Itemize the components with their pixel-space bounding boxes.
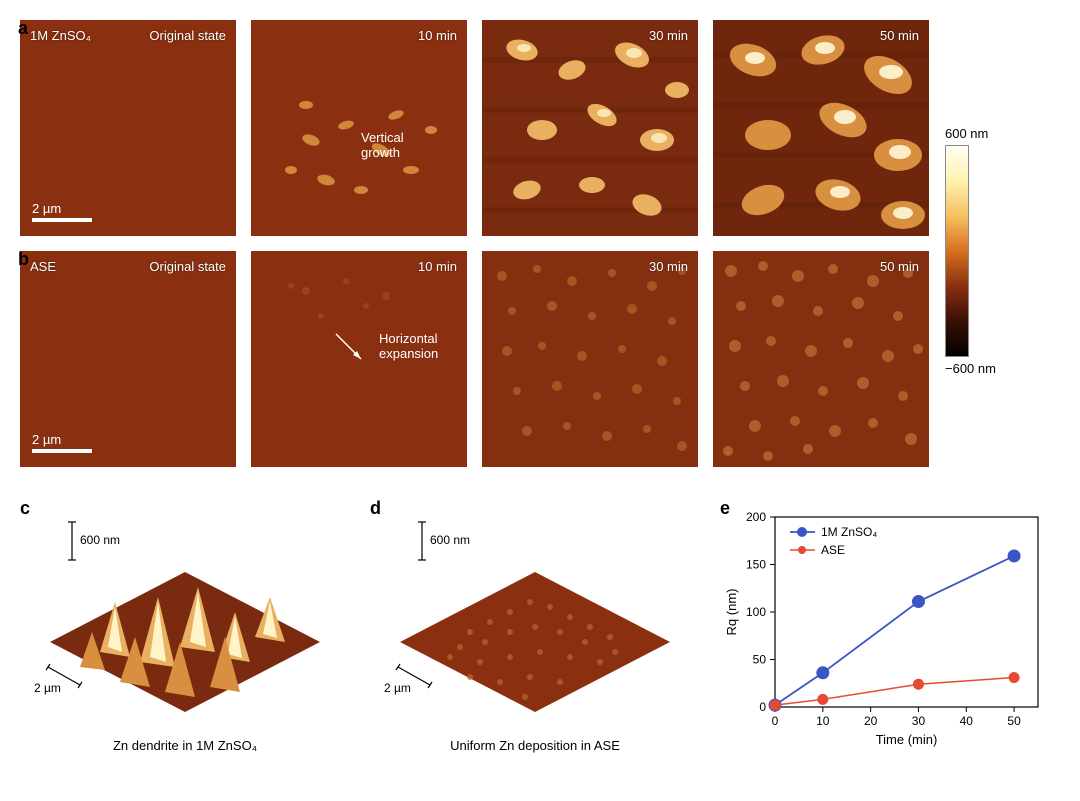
svg-text:100: 100: [746, 605, 766, 619]
bottom-row: c 600 nm: [20, 502, 1060, 753]
panel-label-e: e: [720, 498, 730, 519]
row-b: b ASE Original state 2 µm: [20, 251, 930, 467]
colorbar: 600 nm −600 nm: [945, 20, 1055, 482]
afm-b-50min: 50 min: [713, 251, 929, 467]
scalebar-text: 2 µm: [32, 432, 61, 447]
z-scale-text: 600 nm: [80, 533, 120, 547]
svg-text:200: 200: [746, 510, 766, 524]
svg-text:30: 30: [912, 714, 926, 728]
panel-d: d 600 nm 2 µm Uniform Zn depos: [370, 502, 700, 753]
svg-text:40: 40: [960, 714, 974, 728]
panel-e: e 01020304050050100150200Time (min)Rq (n…: [720, 502, 1050, 752]
colorbar-max: 600 nm: [945, 126, 988, 141]
iso-3d-render-c: 600 nm 2 µm: [20, 502, 350, 732]
sample-label: ASE: [30, 259, 56, 274]
svg-text:1M ZnSO₄: 1M ZnSO₄: [821, 525, 877, 539]
afm-a-50min: 50 min: [713, 20, 929, 236]
afm-a-original: 1M ZnSO₄ Original state 2 µm: [20, 20, 236, 236]
time-label: 50 min: [880, 259, 919, 274]
time-label: 50 min: [880, 28, 919, 43]
sample-label: 1M ZnSO₄: [30, 28, 91, 43]
scalebar: 2 µm: [32, 432, 92, 453]
svg-text:0: 0: [772, 714, 779, 728]
afm-render: [713, 251, 929, 467]
xy-scale-text: 2 µm: [384, 681, 411, 695]
afm-b-10min: 10 min Horizontal expansion: [251, 251, 467, 467]
scalebar-text: 2 µm: [32, 201, 61, 216]
svg-text:20: 20: [864, 714, 878, 728]
svg-text:10: 10: [816, 714, 830, 728]
panel-label-a: a: [18, 18, 28, 39]
afm-render: [251, 20, 467, 236]
row-a: a 1M ZnSO₄ Original state 2 µm: [20, 20, 930, 236]
svg-text:0: 0: [759, 700, 766, 714]
panel-c: c 600 nm: [20, 502, 350, 753]
afm-a-10min: 10 min Vertical growth: [251, 20, 467, 236]
afm-render: [482, 251, 698, 467]
figure: a 1M ZnSO₄ Original state 2 µm: [20, 20, 1060, 753]
annotation-vertical-growth: Vertical growth: [361, 130, 404, 160]
iso-3d-render-d: 600 nm 2 µm: [370, 502, 700, 732]
panel-d-caption: Uniform Zn deposition in ASE: [370, 738, 700, 753]
scalebar-line: [32, 218, 92, 222]
state-label: Original state: [149, 259, 226, 274]
scalebar-line: [32, 449, 92, 453]
svg-text:150: 150: [746, 558, 766, 572]
colorbar-min: −600 nm: [945, 361, 996, 376]
afm-b-30min: 30 min: [482, 251, 698, 467]
rq-chart: 0 10 20 30 40 50 0 50 100 150 200 Time (min) Rq (nm)…: [720, 502, 1050, 752]
time-label: 10 min: [418, 28, 457, 43]
time-label: 30 min: [649, 259, 688, 274]
svg-text:50: 50: [753, 653, 767, 667]
afm-a-30min: 30 min: [482, 20, 698, 236]
annotation-horizontal-expansion: Horizontal expansion: [379, 331, 438, 361]
z-scale-text: 600 nm: [430, 533, 470, 547]
afm-render: [713, 20, 929, 236]
afm-render: [482, 20, 698, 236]
colorbar-gradient: [945, 145, 969, 357]
state-label: Original state: [149, 28, 226, 43]
time-label: 10 min: [418, 259, 457, 274]
panel-label-b: b: [18, 249, 29, 270]
time-label: 30 min: [649, 28, 688, 43]
panel-c-caption: Zn dendrite in 1M ZnSO₄: [20, 738, 350, 753]
afm-rows-with-colorbar: a 1M ZnSO₄ Original state 2 µm: [20, 20, 1060, 482]
panel-label-c: c: [20, 498, 30, 519]
svg-text:50: 50: [1007, 714, 1021, 728]
afm-b-original: ASE Original state 2 µm: [20, 251, 236, 467]
panel-label-d: d: [370, 498, 381, 519]
scalebar: 2 µm: [32, 201, 92, 222]
xy-scale-text: 2 µm: [34, 681, 61, 695]
svg-text:Time (min): Time (min): [876, 732, 938, 747]
svg-text:Rq (nm): Rq (nm): [724, 589, 739, 636]
afm-panels-column: a 1M ZnSO₄ Original state 2 µm: [20, 20, 930, 482]
svg-text:ASE: ASE: [821, 543, 845, 557]
